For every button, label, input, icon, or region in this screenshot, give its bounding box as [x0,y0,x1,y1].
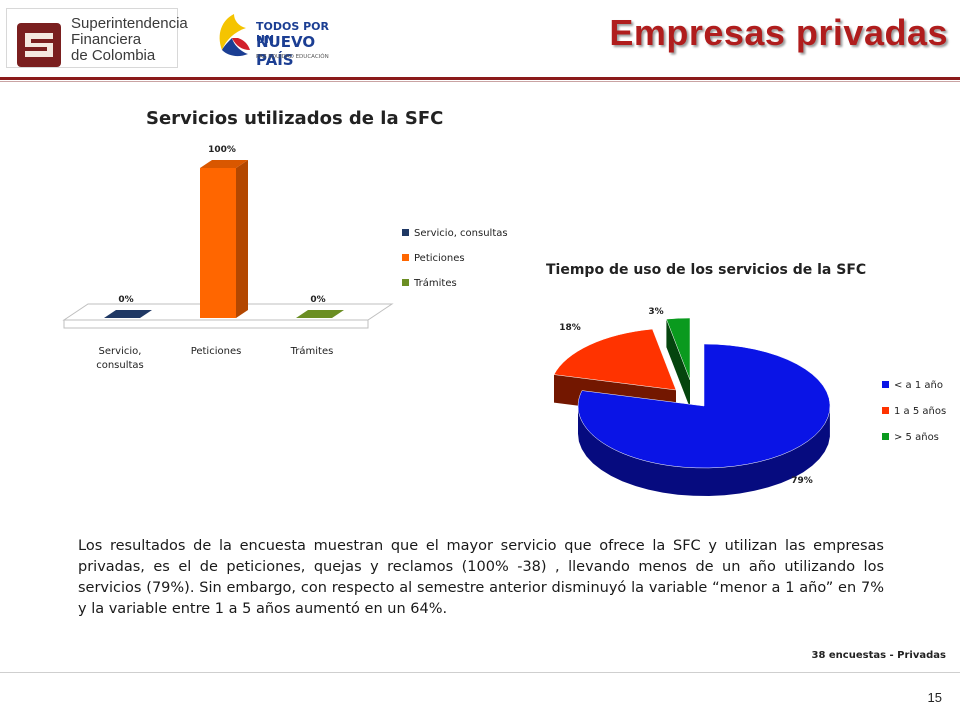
bar-category-label-1-line-2: consultas [96,360,144,371]
bar-legend-swatch-2 [402,254,409,261]
bar-legend-swatch-3 [402,279,409,286]
bar-2-front [200,168,236,318]
survey-count-note: 38 encuestas - Privadas [811,650,947,661]
campaign-line-3: PAZ EQUIDAD EDUCACIÓN [256,54,329,60]
bar-2-side [236,160,248,318]
bar-2-top [200,160,248,168]
page-title: Empresas privadas [609,12,948,53]
pie-legend-label-3: > 5 años [894,432,939,443]
campaign-line-1: TODOS POR UN [256,20,329,46]
bar-2-value-label: 100% [208,145,236,155]
bar-legend-label-3: Trámites [413,277,457,289]
pie-chart: 79% 18% 3% < a 1 año 1 a 5 años > 5 años [553,307,946,496]
campaign-line-2: NUEVO PAÍS [256,33,316,69]
pie-slice-3-value-label: 3% [648,307,663,317]
pie-legend-label-1: < a 1 año [894,380,943,391]
pie-legend-swatch-2 [882,407,889,414]
bar-category-label-2: Peticiones [191,346,242,357]
footer-divider [0,672,960,673]
pie-slice-1-wall [578,405,830,496]
page-number: 15 [927,690,942,705]
bar-chart-title: Servicios utilizados de la SFC [146,108,444,129]
bar-chart: 0% Servicio, consultas 100% Peticiones 0% Trám… [62,145,508,371]
header-divider-shadow [0,81,960,82]
pie-slice-3-top [666,317,691,381]
org-name-line-1: Superintendencia [71,15,188,32]
pie-legend-swatch-3 [882,433,889,440]
bar-3-value-label: 0% [310,295,325,305]
campaign-logo: TODOS POR UN NUEVO PAÍS PAZ EQUIDAD EDUC… [212,10,348,72]
pie-legend-swatch-1 [882,381,889,388]
bar-3-flat [296,310,344,318]
sfc-logo: Superintendencia Financiera de Colombia [6,8,188,68]
pie-legend-label-2: 1 a 5 años [894,406,946,417]
bar-category-label-3: Trámites [290,345,334,357]
pie-slice-2-value-label: 18% [559,323,581,333]
bar-legend-label-2: Peticiones [414,253,465,264]
bar-legend-label-1: Servicio, consultas [414,228,508,239]
header-divider [0,77,960,80]
pie-chart-title: Tiempo de uso de los servicios de la SFC [546,262,867,278]
bar-category-label-1-line-1: Servicio, [99,346,142,357]
org-name-line-3: de Colombia [71,47,156,64]
bar-1-flat [104,310,152,318]
pie-slice-3-cut-1 [666,319,690,408]
findings-paragraph: Los resultados de la encuesta muestran q… [78,538,884,617]
pie-slice-2-top [553,328,677,391]
bar-1-value-label: 0% [118,295,133,305]
org-name-line-2: Financiera [71,31,142,48]
bar-chart-floor-edge [63,319,369,329]
pie-slice-1-value-label: 79% [791,476,813,486]
pie-slice-1-top [577,343,831,469]
bar-legend-swatch-1 [402,229,409,236]
campaign-logo-icon [219,14,250,57]
sfc-logo-icon [17,23,61,67]
